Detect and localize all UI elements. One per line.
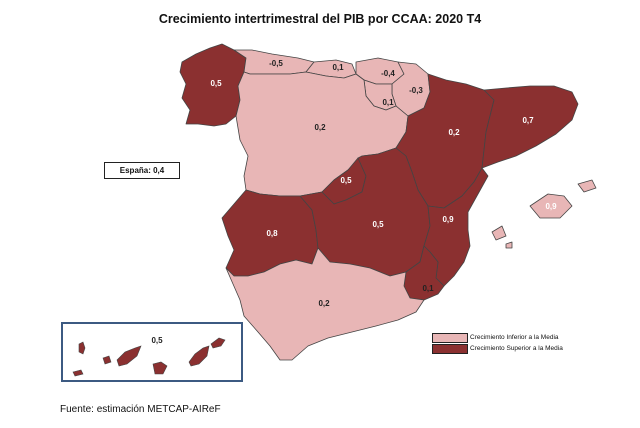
label-galicia: 0,5 xyxy=(210,79,222,88)
label-cantabria: 0,1 xyxy=(332,63,344,72)
island-gran-canaria xyxy=(152,361,168,375)
island-el-hierro xyxy=(72,369,84,377)
label-extremadura: 0,8 xyxy=(266,229,278,238)
region-formentera xyxy=(505,241,513,249)
canarias-islands-map: 0,5 xyxy=(72,336,226,377)
island-tenerife xyxy=(116,345,142,367)
map-legend: Crecimiento Inferior a la Media Crecimie… xyxy=(432,332,563,354)
island-la-palma xyxy=(78,341,86,355)
region-mallorca xyxy=(529,193,573,219)
label-la-rioja: 0,1 xyxy=(382,98,394,107)
label-pais-vasco: -0,4 xyxy=(381,69,395,78)
label-andalucia: 0,2 xyxy=(318,299,330,308)
label-canarias: 0,5 xyxy=(151,336,163,345)
region-labels: 0,5 -0,5 0,1 -0,4 -0,3 0,1 0,2 0,2 0,7 0… xyxy=(210,59,557,308)
legend-item-low: Crecimiento Inferior a la Media xyxy=(432,332,563,343)
legend-item-high: Crecimiento Superior a la Media xyxy=(432,343,563,354)
label-valencia: 0,9 xyxy=(442,215,454,224)
label-aragon: 0,2 xyxy=(448,128,460,137)
region-andalucia xyxy=(225,247,425,361)
region-ibiza xyxy=(491,225,507,241)
label-madrid: 0,5 xyxy=(340,176,352,185)
source-note: Fuente: estimación METCAP-AIReF xyxy=(60,404,221,415)
canarias-inset: 0,5 xyxy=(61,322,243,382)
label-cataluna: 0,7 xyxy=(522,116,534,125)
legend-swatch-low xyxy=(432,332,468,343)
island-lanzarote xyxy=(210,337,226,349)
label-baleares: 0,9 xyxy=(545,202,557,211)
label-castilla-la-mancha: 0,5 xyxy=(372,220,384,229)
legend-swatch-high xyxy=(432,343,468,354)
spain-average-box: España: 0,4 xyxy=(104,162,180,179)
label-navarra: -0,3 xyxy=(409,86,423,95)
label-asturias: -0,5 xyxy=(269,59,283,68)
legend-label-high: Crecimiento Superior a la Media xyxy=(470,345,563,352)
label-murcia: 0,1 xyxy=(422,284,434,293)
region-menorca xyxy=(577,179,597,193)
map-title: Crecimiento intertrimestral del PIB por … xyxy=(158,12,482,26)
label-castilla-leon: 0,2 xyxy=(314,123,326,132)
region-cataluna xyxy=(481,85,579,169)
island-fuerteventura xyxy=(188,345,210,367)
island-la-gomera xyxy=(102,355,112,365)
legend-label-low: Crecimiento Inferior a la Media xyxy=(470,334,559,341)
